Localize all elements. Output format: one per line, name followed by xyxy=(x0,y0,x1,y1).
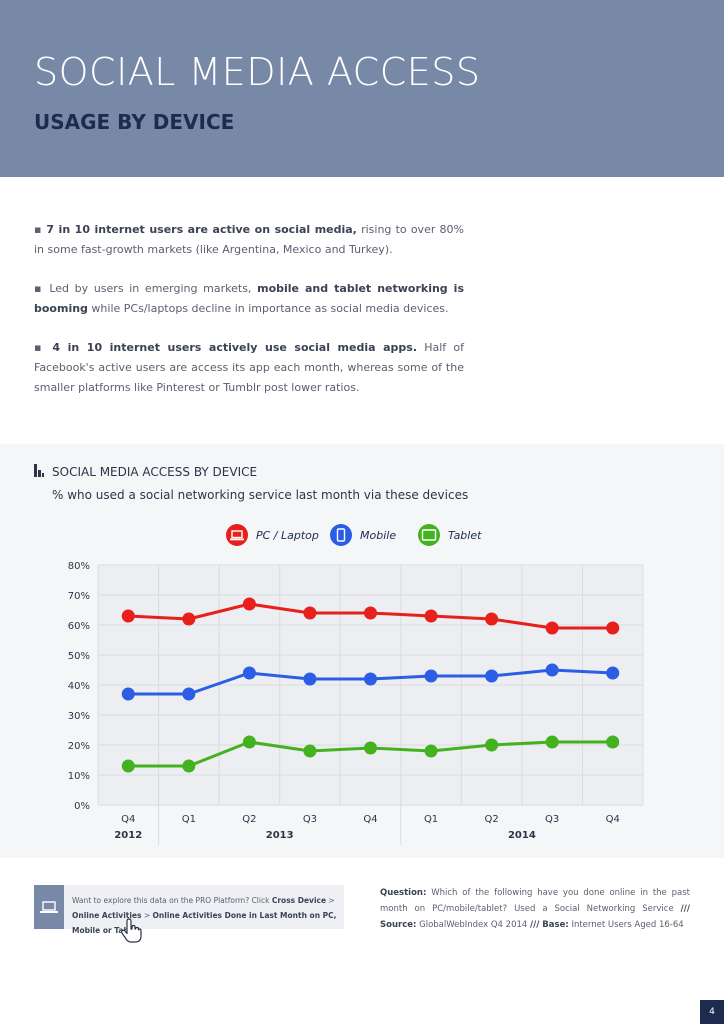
info-link-activities-last-month[interactable]: Online Activities Done in Last Month on … xyxy=(72,911,337,935)
data-point xyxy=(364,741,377,755)
data-point xyxy=(364,606,377,620)
source-text: GlobalWebIndex Q4 2014 xyxy=(416,920,531,930)
question-source-text: Question: Which of the following have yo… xyxy=(380,885,690,933)
data-point xyxy=(485,738,499,752)
data-point xyxy=(182,759,196,773)
data-point xyxy=(182,687,196,701)
x-tick-label: Q1 xyxy=(424,814,438,825)
data-point xyxy=(606,735,620,749)
x-tick-label: Q4 xyxy=(363,814,377,825)
laptop-icon xyxy=(231,530,243,539)
info-text: Want to explore this data on the PRO Pla… xyxy=(72,893,338,938)
bullet-text: Led by users in emerging markets, xyxy=(49,282,258,295)
laptop-icon xyxy=(40,901,58,913)
data-point xyxy=(424,744,438,758)
y-tick-label: 80% xyxy=(68,561,90,572)
data-point xyxy=(545,663,559,677)
bullet-text: while PCs/laptops decline in importance … xyxy=(87,302,449,315)
bullet-text: Half of Facebook's active users are acce… xyxy=(34,341,464,394)
bullet-bold: 7 in 10 internet users are active on soc… xyxy=(46,223,357,236)
x-tick-label: Q3 xyxy=(545,814,559,825)
data-point xyxy=(303,606,317,620)
data-point xyxy=(364,672,377,686)
question-label: Question: xyxy=(380,888,427,898)
y-tick-label: 60% xyxy=(68,621,90,632)
laptop-icon xyxy=(230,538,244,541)
y-tick-label: 0% xyxy=(74,801,90,812)
bar-chart-icon xyxy=(34,464,44,477)
x-tick-label: Q2 xyxy=(484,814,498,825)
data-point xyxy=(485,612,499,626)
data-point xyxy=(303,744,317,758)
data-point xyxy=(121,687,135,701)
page-header: SOCIAL MEDIA ACCESS USAGE BY DEVICE xyxy=(0,0,724,177)
info-icon-block xyxy=(34,885,64,929)
x-tick-label: Q4 xyxy=(121,814,135,825)
year-label: 2012 xyxy=(114,830,142,841)
data-point xyxy=(303,672,317,686)
data-point xyxy=(242,735,256,749)
bullet-item: ▪ Led by users in emerging markets, mobi… xyxy=(34,282,464,315)
y-tick-label: 50% xyxy=(68,651,90,662)
page-subtitle: USAGE BY DEVICE xyxy=(34,110,235,134)
x-tick-label: Q3 xyxy=(303,814,317,825)
chart-subheading: % who used a social networking service l… xyxy=(52,488,469,502)
data-point xyxy=(121,609,135,623)
data-point xyxy=(424,669,438,683)
page-number: 4 xyxy=(700,1000,724,1024)
x-tick-label: Q4 xyxy=(606,814,620,825)
year-label: 2013 xyxy=(266,830,294,841)
chart-heading: SOCIAL MEDIA ACCESS BY DEVICE xyxy=(52,465,258,479)
x-tick-label: Q2 xyxy=(242,814,256,825)
info-box xyxy=(34,885,344,929)
page-title: SOCIAL MEDIA ACCESS xyxy=(34,50,481,94)
data-point xyxy=(606,621,620,635)
info-link-cross-device[interactable]: Cross Device xyxy=(271,896,327,905)
y-tick-label: 10% xyxy=(68,771,90,782)
info-separator: > xyxy=(141,911,153,920)
bullet-item: ▪ 7 in 10 internet users are active on s… xyxy=(34,223,465,256)
bullet-item: ▪ 4 in 10 internet users actively use so… xyxy=(34,341,464,394)
data-point xyxy=(485,669,499,683)
data-point xyxy=(121,759,135,773)
tablet-icon xyxy=(421,529,437,541)
source-label: Source: xyxy=(380,920,417,930)
info-separator: > xyxy=(326,896,335,905)
bullet-bold: mobile and tablet networking is booming xyxy=(34,282,464,315)
data-point xyxy=(606,666,620,680)
bullet-text: rising to over 80% in some fast-growth m… xyxy=(34,223,465,256)
bullet-bold: 4 in 10 internet users actively use soci… xyxy=(52,341,417,354)
mobile-icon xyxy=(336,528,346,542)
data-point xyxy=(545,621,559,635)
y-tick-label: 30% xyxy=(68,711,90,722)
info-link-online-activities[interactable]: Online Activities xyxy=(72,911,142,920)
y-tick-label: 70% xyxy=(68,591,90,602)
legend-swatch xyxy=(418,524,440,546)
separator: /// xyxy=(680,904,690,914)
line-chart: 0% 10% 20% 30% 40% 50% 60% 70% 80% Q4 Q1 Q2 Q3 Q4 Q1 Q2… xyxy=(68,524,644,845)
legend-swatch xyxy=(330,524,352,546)
separator: /// xyxy=(530,920,540,930)
base-label: Base: xyxy=(539,920,569,930)
bullet-list: ▪ 7 in 10 internet users are active on s… xyxy=(34,220,464,417)
question-text: Which of the following have you done onl… xyxy=(380,888,690,914)
legend-swatch xyxy=(226,524,248,546)
legend-label: Mobile xyxy=(360,529,396,542)
x-tick-label: Q1 xyxy=(182,814,196,825)
data-point xyxy=(182,612,196,626)
data-point xyxy=(242,597,256,611)
y-tick-label: 40% xyxy=(68,681,90,692)
legend-label: PC / Laptop xyxy=(256,529,319,542)
year-label: 2014 xyxy=(508,830,536,841)
data-point xyxy=(242,666,256,680)
y-tick-label: 20% xyxy=(68,741,90,752)
data-point xyxy=(424,609,438,623)
info-text-intro: Want to explore this data on the PRO Pla… xyxy=(72,896,272,905)
hand-pointer-icon xyxy=(121,918,142,943)
legend-label: Tablet xyxy=(448,529,482,542)
data-point xyxy=(545,735,559,749)
base-text: Internet Users Aged 16-64 xyxy=(568,920,684,930)
